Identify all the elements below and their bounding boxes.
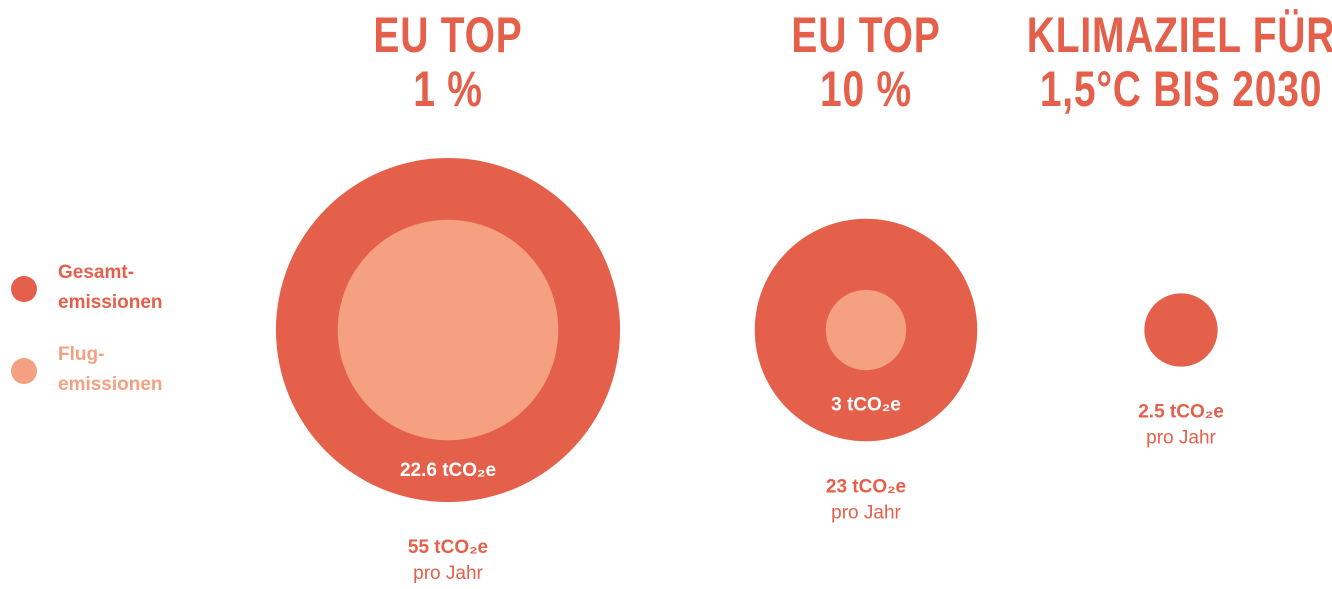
annotation: pro Jahr xyxy=(413,563,483,584)
total-label: 55 tCO₂e xyxy=(408,537,488,558)
total-label: 2.5 tCO₂e xyxy=(1138,402,1224,423)
legend-swatch xyxy=(11,276,37,302)
total-bubble xyxy=(1144,293,1218,367)
column-title: EU TOP 10 % xyxy=(791,7,941,117)
flight-bubble xyxy=(825,289,907,371)
column-title: EU TOP 1 % xyxy=(373,7,523,117)
legend-swatch xyxy=(11,358,37,384)
legend-label: Gesamt- emissionen xyxy=(58,262,163,313)
total-label: 23 tCO₂e xyxy=(826,476,906,497)
flight-bubble xyxy=(337,219,559,441)
legend-label: Flug- emissionen xyxy=(58,344,163,395)
flight-label: 22.6 tCO₂e xyxy=(400,460,496,481)
column-title: KLIMAZIEL FÜR 1,5°C BIS 2030 xyxy=(1026,7,1332,117)
flight-label: 3 tCO₂e xyxy=(831,395,901,416)
annotation: pro Jahr xyxy=(831,502,901,523)
annotation: pro Jahr xyxy=(1146,428,1216,449)
